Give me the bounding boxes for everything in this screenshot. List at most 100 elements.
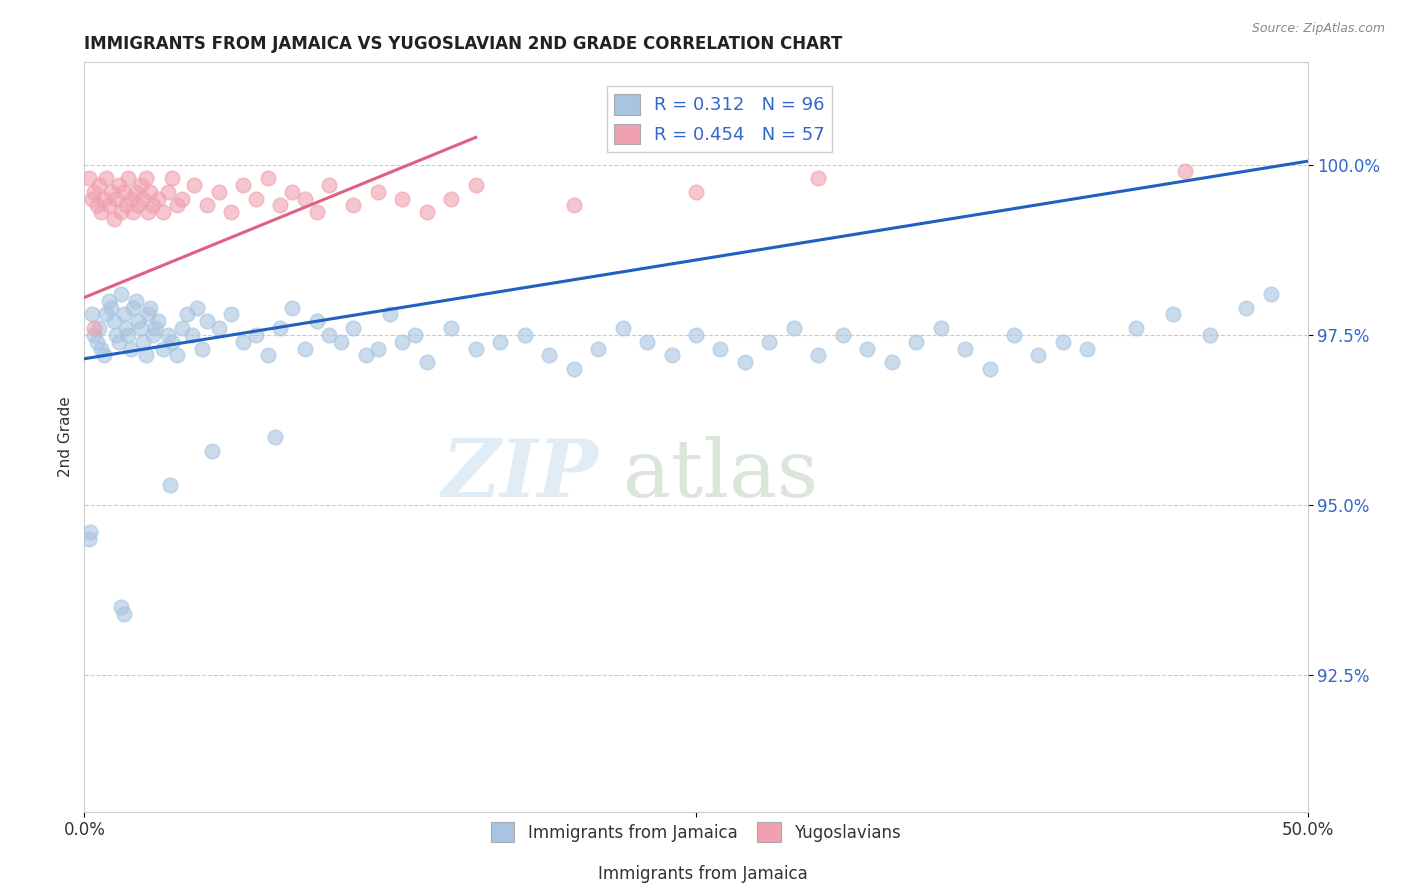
Point: [107, 334, 129, 349]
Point: [929, 321, 952, 335]
Point: [200, 443, 222, 458]
Text: Source: ZipAtlas.com: Source: ZipAtlas.com: [1251, 22, 1385, 36]
Point: [953, 342, 976, 356]
Point: [86, 334, 108, 349]
Point: [136, 308, 159, 322]
Point: [132, 192, 155, 206]
Point: [1174, 164, 1197, 178]
Point: [245, 327, 267, 342]
Point: [77, 533, 100, 547]
Point: [264, 430, 287, 444]
Point: [269, 321, 291, 335]
Point: [281, 185, 304, 199]
Point: [685, 327, 707, 342]
Point: [97, 293, 120, 308]
Point: [181, 327, 204, 342]
Point: [219, 308, 242, 322]
Point: [135, 348, 157, 362]
Point: [83, 321, 105, 335]
Point: [90, 342, 112, 356]
Point: [783, 321, 806, 335]
Point: [305, 314, 328, 328]
Point: [142, 327, 165, 342]
Point: [77, 171, 100, 186]
Point: [107, 178, 129, 192]
Point: [162, 334, 184, 349]
Point: [257, 171, 280, 186]
Point: [90, 205, 112, 219]
Point: [734, 355, 756, 369]
Text: IMMIGRANTS FROM JAMAICA VS YUGOSLAVIAN 2ND GRADE CORRELATION CHART: IMMIGRANTS FROM JAMAICA VS YUGOSLAVIAN 2…: [84, 35, 842, 53]
Point: [105, 192, 128, 206]
Point: [96, 308, 118, 322]
Point: [86, 198, 108, 212]
Point: [122, 301, 145, 315]
Point: [294, 342, 316, 356]
Point: [186, 301, 208, 315]
Point: [1198, 327, 1220, 342]
Point: [1028, 348, 1050, 362]
Point: [245, 192, 267, 206]
Point: [156, 327, 179, 342]
Point: [342, 321, 364, 335]
Point: [709, 342, 731, 356]
Point: [257, 348, 280, 362]
Point: [103, 314, 125, 328]
Point: [87, 321, 110, 335]
Point: [1125, 321, 1147, 335]
Point: [127, 314, 149, 328]
Point: [318, 327, 340, 342]
Point: [856, 342, 879, 356]
Point: [342, 198, 364, 212]
Point: [281, 301, 304, 315]
Point: [391, 334, 413, 349]
Point: [685, 185, 707, 199]
Point: [1052, 334, 1074, 349]
Point: [367, 342, 389, 356]
Point: [219, 205, 242, 219]
Point: [110, 287, 132, 301]
Point: [905, 334, 928, 349]
Point: [152, 205, 174, 219]
Point: [166, 198, 188, 212]
Point: [156, 185, 179, 199]
Point: [661, 348, 683, 362]
Point: [330, 334, 353, 349]
Point: [208, 321, 231, 335]
Point: [142, 198, 165, 212]
Point: [120, 192, 142, 206]
Point: [269, 198, 291, 212]
Point: [97, 198, 120, 212]
Point: [172, 192, 194, 206]
Point: [110, 205, 132, 219]
Point: [143, 321, 166, 335]
Point: [464, 178, 486, 192]
Point: [440, 321, 463, 335]
Point: [122, 205, 145, 219]
Point: [513, 327, 536, 342]
Point: [807, 171, 830, 186]
Point: [318, 178, 340, 192]
Point: [117, 327, 139, 342]
Point: [146, 314, 169, 328]
Point: [1161, 308, 1184, 322]
Point: [115, 321, 138, 335]
Point: [1236, 301, 1258, 315]
Legend: Immigrants from Jamaica, Yugoslavians: Immigrants from Jamaica, Yugoslavians: [485, 816, 907, 848]
Point: [440, 192, 463, 206]
Point: [464, 342, 486, 356]
Text: Immigrants from Jamaica: Immigrants from Jamaica: [598, 865, 808, 883]
Point: [416, 205, 439, 219]
Point: [758, 334, 780, 349]
Point: [305, 205, 328, 219]
Point: [83, 185, 105, 199]
Point: [562, 362, 585, 376]
Point: [80, 192, 103, 206]
Point: [105, 327, 128, 342]
Point: [100, 185, 122, 199]
Point: [1076, 342, 1098, 356]
Point: [120, 342, 142, 356]
Point: [139, 185, 162, 199]
Point: [294, 192, 316, 206]
Point: [183, 178, 205, 192]
